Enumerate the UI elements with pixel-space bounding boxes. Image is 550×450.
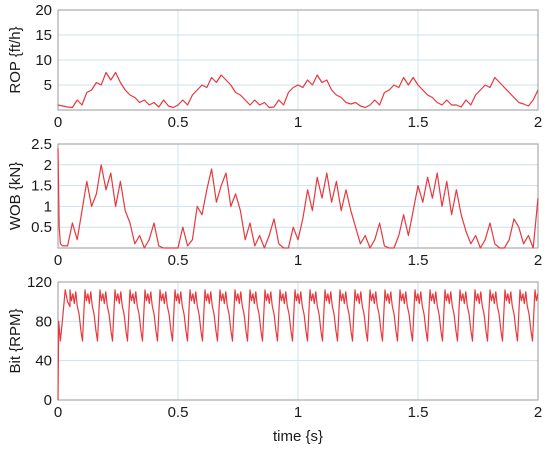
- bit-rpm-x-tick-label: 2: [534, 404, 542, 421]
- bit-rpm-x-tick-label: 1.5: [408, 404, 429, 421]
- wob-x-tick-label: 2: [534, 252, 542, 269]
- rop-series-line: [57, 71, 539, 109]
- wob-x-tick-label: 1: [294, 252, 302, 269]
- wob-x-tick-label: 1.5: [408, 252, 429, 269]
- bit-rpm-y-axis-label: Bit {RPM}: [7, 308, 24, 373]
- rop-y-axis-label: ROP {ft/h}: [7, 26, 24, 93]
- wob-series-line: [57, 148, 539, 249]
- bit-rpm-y-tick-label: 0: [44, 392, 52, 409]
- rop-y-tick-label: 10: [35, 52, 52, 69]
- rop-plot-frame: [57, 9, 539, 111]
- bit-rpm-x-tick-label: 0: [54, 404, 62, 421]
- rop-y-tick-label: 20: [35, 2, 52, 19]
- wob-y-tick-label: 1.5: [31, 178, 52, 195]
- bit-rpm-series-line: [57, 289, 539, 401]
- wob-y-tick-label: 2: [44, 157, 52, 174]
- wob-y-axis-label: WOB {kN}: [7, 162, 24, 230]
- rop-x-tick-label: 1.5: [408, 114, 429, 131]
- rop-y-tick-label: 5: [44, 77, 52, 94]
- wob-plot-frame: [57, 143, 539, 249]
- rop-x-tick-label: 2: [534, 114, 542, 131]
- rop-y-tick-label: 15: [35, 27, 52, 44]
- wob-y-tick-label: 1: [44, 198, 52, 215]
- wob-x-tick-label: 0: [54, 252, 62, 269]
- wob-y-tick-label: 2.5: [31, 136, 52, 153]
- wob-x-tick-label: 0.5: [168, 252, 189, 269]
- bit-rpm-y-tick-label: 120: [27, 274, 52, 291]
- x-axis-label: time {s}: [273, 428, 323, 445]
- rop-x-tick-label: 0.5: [168, 114, 189, 131]
- rop-panel: 0 0.5 1 1.5 2 5 10 15 20 ROP {ft/h}: [7, 2, 542, 131]
- bit-rpm-x-tick-label: 0.5: [168, 404, 189, 421]
- bit-rpm-y-tick-label: 80: [35, 313, 52, 330]
- bit-rpm-y-tick-label: 40: [35, 353, 52, 370]
- rop-x-tick-label: 1: [294, 114, 302, 131]
- wob-y-tick-label: 0.5: [31, 219, 52, 236]
- rop-x-tick-label: 0: [54, 114, 62, 131]
- bit-rpm-x-tick-label: 1: [294, 404, 302, 421]
